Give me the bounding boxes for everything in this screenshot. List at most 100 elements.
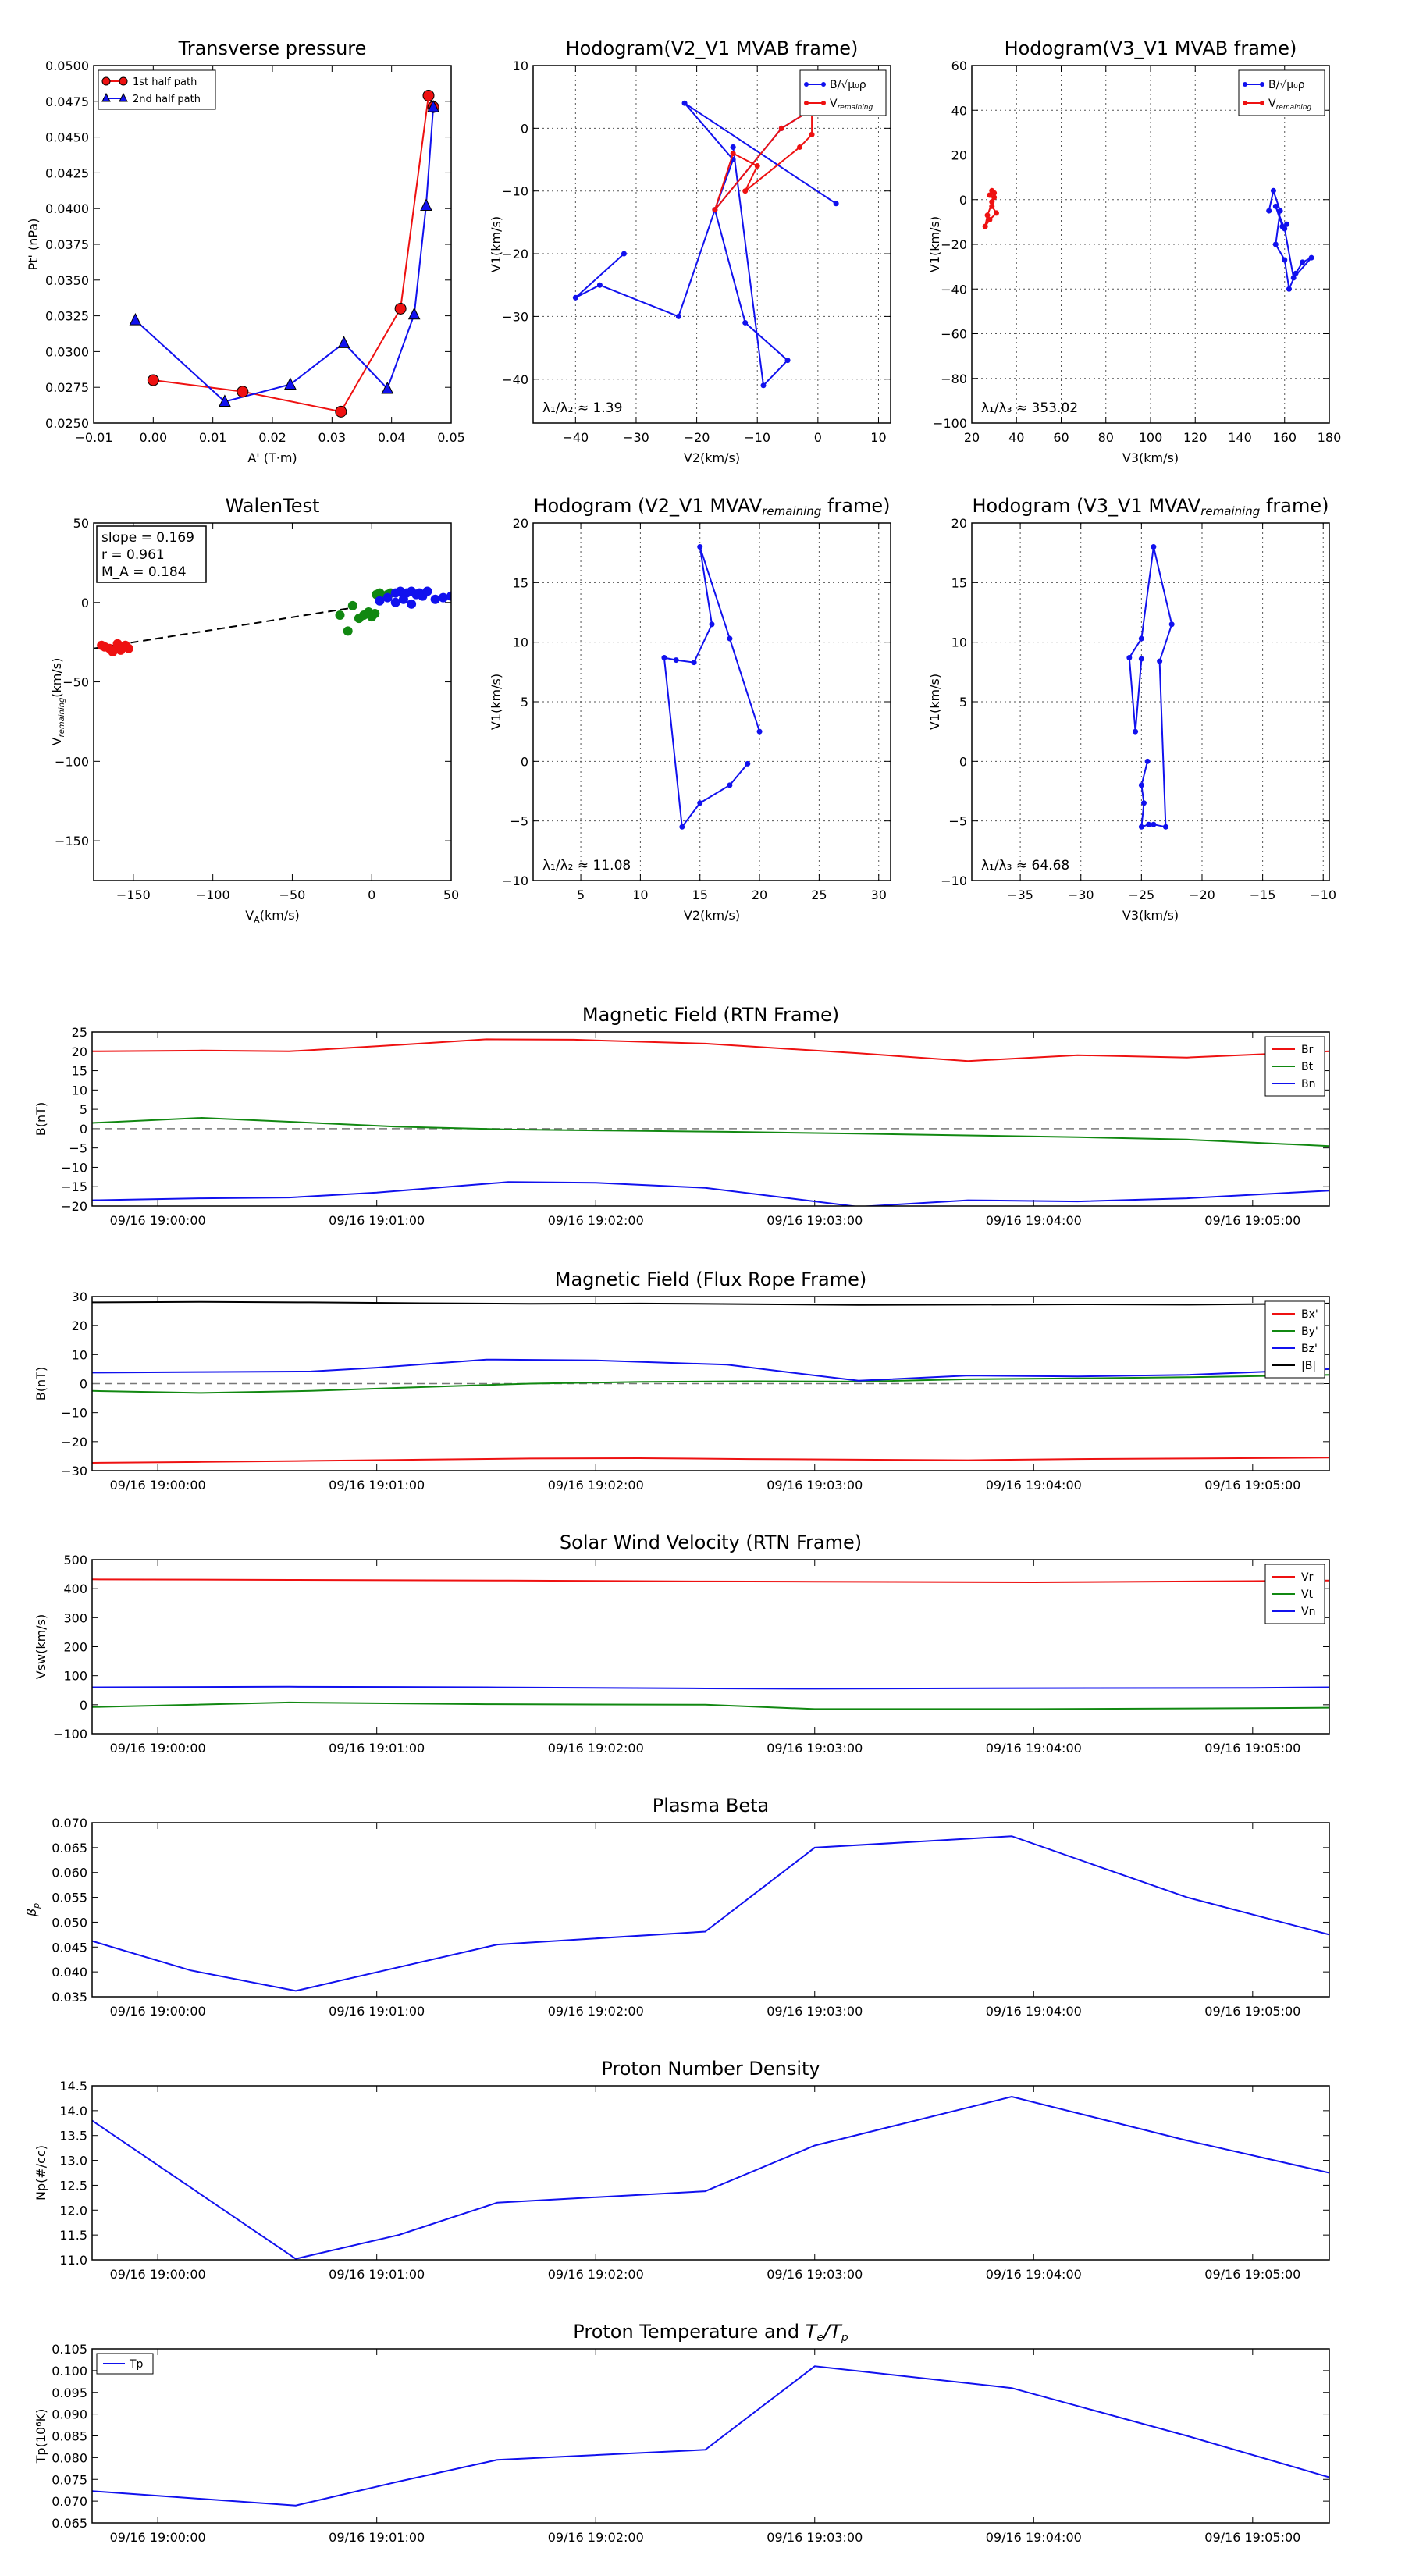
title-subscript: remaining (762, 504, 821, 518)
chart-hod4: Hodogram (V3_V1 MVAVremaining frame) −10 −… (927, 495, 1336, 923)
scatter-point-green (347, 600, 357, 610)
marker-B (1133, 728, 1139, 735)
x-tick-label: 09/16 19:04:00 (986, 1741, 1082, 1756)
scatter-point-blue (438, 592, 448, 603)
marker-B (709, 621, 715, 628)
x-tick-label: 09/16 19:03:00 (767, 2267, 863, 2282)
y-tick-label: 20 (72, 1044, 87, 1059)
plot-area (1126, 544, 1175, 830)
series-line-By' (92, 1374, 1329, 1394)
series-line-Tp (92, 2365, 1329, 2507)
y-tick-label: 12.0 (59, 2203, 87, 2218)
y-axis-label: B(nT) (34, 1102, 48, 1136)
scatter-point-blue (422, 586, 432, 596)
chart-hod3: Hodogram (V2_V1 MVAVremaining frame) −10 −… (489, 495, 891, 923)
y-tick-label: −40 (502, 372, 528, 387)
chart-tp: Proton Temperature and Te/Tp0.0650.0700.… (34, 2321, 1330, 2545)
x-tick-label: 09/16 19:02:00 (548, 1478, 644, 1493)
title-rest: frame) (821, 495, 890, 517)
x-tick-label: 15 (692, 888, 708, 902)
legend-marker (119, 92, 128, 102)
x-tick-label: 20 (964, 430, 980, 445)
chart-title: Magnetic Field (Flux Rope Frame) (555, 1268, 866, 1290)
marker-Vremaining (991, 190, 998, 196)
y-tick-label: 13.0 (59, 2154, 87, 2169)
x-tick-label: 120 (1183, 430, 1208, 445)
x-tick-label: 09/16 19:01:00 (329, 1478, 425, 1493)
x-tick-label: 100 (1139, 430, 1163, 445)
y-tick-label: 15 (72, 1064, 87, 1079)
y-tick-label: 20 (513, 516, 528, 531)
x-axis-label: V2(km/s) (684, 450, 740, 465)
y-tick-label: 10 (951, 635, 967, 650)
marker-B/√μ₀ρ (1293, 270, 1299, 276)
legend-marker (821, 82, 826, 87)
plot-area (92, 1578, 1329, 1710)
marker-B (1138, 824, 1144, 830)
series-line-Vr (92, 1578, 1329, 1584)
y-tick-label: 0.095 (52, 2386, 87, 2400)
y-tick-label: 0.0500 (45, 59, 89, 73)
x-tick-label: 0.05 (437, 430, 465, 445)
y-tick-label: 0.050 (52, 1915, 87, 1930)
x-tick-label: 09/16 19:04:00 (986, 2004, 1082, 2019)
x-tick-label: 09/16 19:04:00 (986, 2267, 1082, 2282)
marker-Vremaining (989, 203, 995, 209)
y-tick-label: −20 (61, 1435, 87, 1450)
legend-label: Bn (1301, 1078, 1315, 1091)
x-tick-label: 09/16 19:03:00 (767, 2530, 863, 2545)
y-tick-label: 400 (63, 1582, 87, 1596)
y-tick-label: 100 (63, 1669, 87, 1684)
y-tick-label: 200 (63, 1640, 87, 1655)
y-tick-label: −40 (941, 282, 967, 297)
stats-line: r = 0.961 (101, 547, 165, 563)
x-tick-label: 09/16 19:05:00 (1204, 2004, 1300, 2019)
scatter-point-blue (390, 597, 400, 607)
y-tick-label: 15 (513, 575, 528, 590)
y-tick-label: 14.5 (59, 2079, 87, 2094)
y-tick-label: 0.045 (52, 1940, 87, 1955)
x-tick-label: 09/16 19:03:00 (767, 2004, 863, 2019)
x-tick-label: 09/16 19:01:00 (329, 1741, 425, 1756)
x-tick-label: 09/16 19:00:00 (110, 1478, 206, 1493)
y-tick-label: −10 (61, 1406, 87, 1421)
y-tick-label: 0.0400 (45, 201, 89, 216)
x-axis-label: V2(km/s) (684, 908, 740, 923)
series-line-Br (92, 1038, 1329, 1062)
marker-2nd half path (219, 394, 231, 407)
marker-Vremaining (993, 210, 999, 216)
fit-line (94, 606, 357, 649)
plot-area (92, 2365, 1329, 2507)
x-tick-label: 09/16 19:00:00 (110, 1741, 206, 1756)
x-tick-label: 09/16 19:00:00 (110, 2530, 206, 2545)
y-tick-label: 0.0250 (45, 416, 89, 431)
title-rest: frame) (1260, 495, 1329, 517)
chart-title: WalenTest (226, 495, 320, 517)
x-tick-label: 09/16 19:01:00 (329, 2004, 425, 2019)
y-tick-label: 0.055 (52, 1891, 87, 1905)
marker-B/√μ₀ρ (1300, 259, 1306, 265)
legend-subscript: remaining (1276, 104, 1312, 112)
y-tick-label: 0.0325 (45, 309, 89, 324)
y-tick-label: −10 (941, 873, 967, 888)
chart-beta: Plasma Beta 0.035 0.040 0.045 0.050 0.055 0.06… (24, 1795, 1330, 2019)
y-tick-label: 10 (513, 635, 528, 650)
marker-1st half path (147, 374, 159, 386)
x-tick-label: 09/16 19:04:00 (986, 2530, 1082, 2545)
legend-marker (1243, 82, 1247, 87)
y-tick-label: 0.065 (52, 1841, 87, 1856)
chart-title: Proton Number Density (601, 2058, 820, 2080)
plot-frame (93, 65, 452, 424)
plot-frame (93, 522, 452, 881)
marker-Vremaining (809, 131, 815, 137)
x-tick-label: 09/16 19:04:00 (986, 1213, 1082, 1228)
y-tick-label: 0.100 (52, 2364, 87, 2379)
y-tick-label: 0.0450 (45, 130, 89, 145)
title-sub-p: p (841, 2332, 848, 2344)
x-tick-label: 09/16 19:00:00 (110, 1213, 206, 1228)
legend-marker (119, 76, 128, 86)
marker-B (1126, 655, 1133, 661)
marker-Vremaining (987, 192, 993, 198)
y-tick-label: 20 (951, 148, 967, 163)
y-tick-label: 0 (521, 754, 528, 769)
